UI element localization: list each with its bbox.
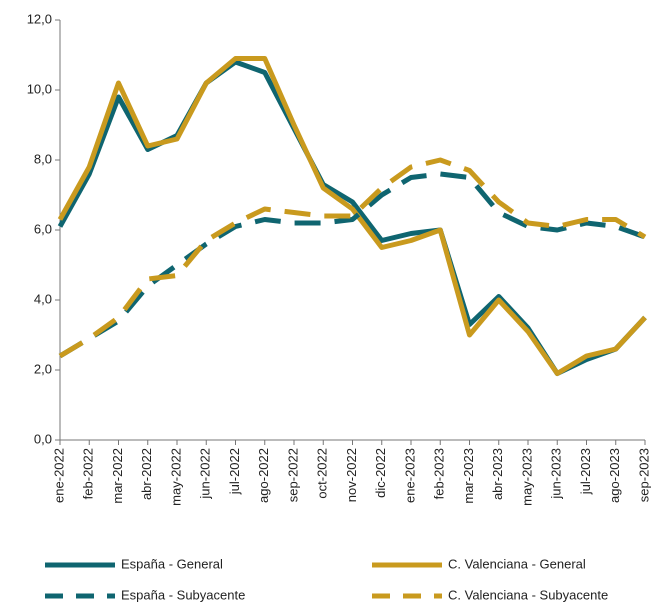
x-tick-label: abr-2022 bbox=[139, 448, 154, 500]
legend-label: España - Subyacente bbox=[121, 587, 245, 602]
x-tick-label: mar-2022 bbox=[110, 448, 125, 504]
x-tick-label: oct-2022 bbox=[315, 448, 330, 499]
x-tick-label: sep-2022 bbox=[285, 448, 300, 502]
x-tick-label: mar-2023 bbox=[461, 448, 476, 504]
x-tick-label: dic-2022 bbox=[373, 448, 388, 498]
y-tick-label: 10,0 bbox=[27, 81, 52, 96]
legend-label: C. Valenciana - General bbox=[448, 556, 586, 571]
x-tick-label: ene-2022 bbox=[51, 448, 66, 503]
x-tick-label: may-2023 bbox=[519, 448, 534, 506]
x-tick-label: abr-2023 bbox=[490, 448, 505, 500]
y-tick-label: 12,0 bbox=[27, 11, 52, 26]
y-tick-label: 6,0 bbox=[34, 221, 52, 236]
x-tick-label: ene-2023 bbox=[402, 448, 417, 503]
x-tick-label: jun-2023 bbox=[549, 448, 564, 500]
x-tick-label: may-2022 bbox=[168, 448, 183, 506]
x-tick-label: jul-2022 bbox=[227, 448, 242, 495]
x-tick-label: jul-2023 bbox=[578, 448, 593, 495]
y-tick-label: 4,0 bbox=[34, 291, 52, 306]
x-tick-label: ago-2022 bbox=[256, 448, 271, 503]
x-tick-label: feb-2023 bbox=[432, 448, 447, 499]
x-tick-label: sep-2023 bbox=[636, 448, 651, 502]
legend-label: España - General bbox=[121, 556, 223, 571]
x-tick-label: feb-2022 bbox=[81, 448, 96, 499]
y-tick-label: 8,0 bbox=[34, 151, 52, 166]
y-tick-label: 0,0 bbox=[34, 431, 52, 446]
x-tick-label: nov-2022 bbox=[344, 448, 359, 502]
legend-label: C. Valenciana - Subyacente bbox=[448, 587, 608, 602]
x-tick-label: jun-2022 bbox=[198, 448, 213, 500]
series-line bbox=[57, 56, 647, 376]
x-tick-label: ago-2023 bbox=[607, 448, 622, 503]
series-line bbox=[58, 157, 647, 359]
y-tick-label: 2,0 bbox=[34, 361, 52, 376]
